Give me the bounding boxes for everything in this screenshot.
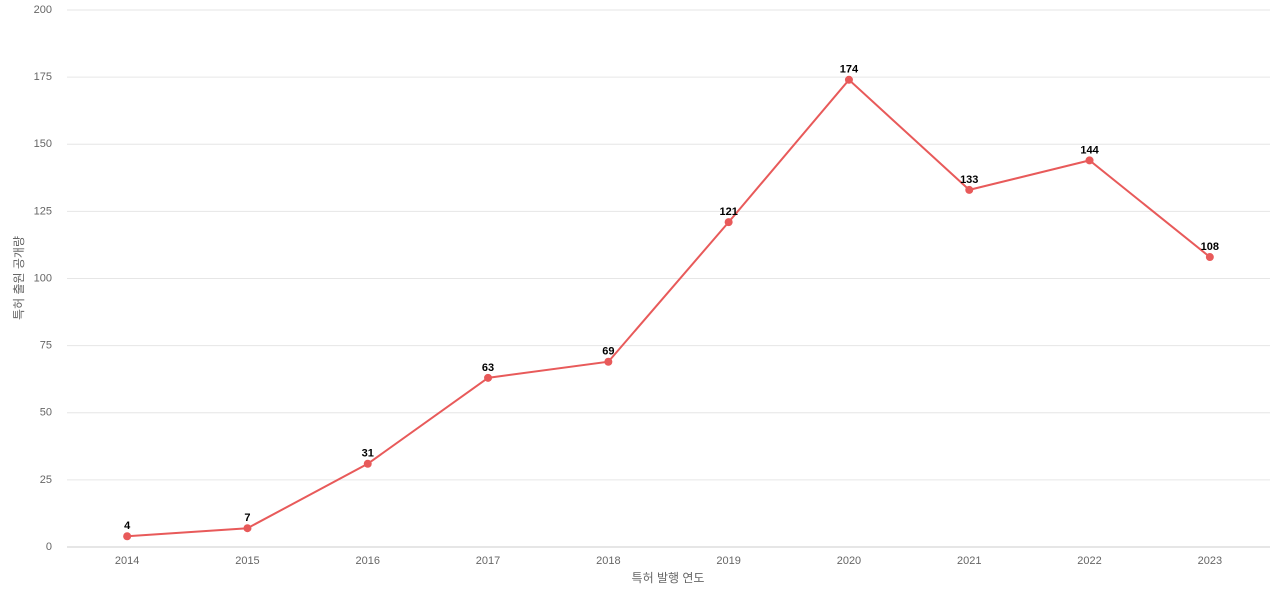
x-tick-label: 2018: [596, 555, 620, 567]
y-tick-label: 75: [40, 340, 52, 352]
point: [844, 75, 853, 84]
x-tick-label: 2016: [356, 555, 380, 567]
value-label: 174: [840, 64, 859, 76]
value-label: 133: [960, 174, 978, 186]
point: [363, 459, 372, 468]
x-tick-label: 2020: [837, 555, 861, 567]
x-tick-label: 2019: [716, 555, 740, 567]
y-tick-label: 50: [40, 407, 52, 419]
x-tick-label: 2015: [235, 555, 259, 567]
line: [127, 78, 1211, 538]
value-label: 69: [602, 346, 614, 358]
x-tick-label: 2023: [1198, 555, 1222, 567]
point: [724, 218, 733, 227]
point: [604, 357, 613, 366]
x-tick-label: 2014: [115, 555, 139, 567]
value-label: 108: [1201, 241, 1219, 253]
point: [123, 532, 132, 541]
value-label: 31: [362, 448, 374, 460]
y-tick-label: 125: [34, 205, 52, 217]
y-tick-label: 0: [46, 541, 52, 553]
x-axis-title: 특허 발행 연도: [632, 570, 705, 585]
point: [965, 185, 974, 194]
point: [484, 373, 493, 382]
point: [243, 524, 252, 533]
x-tick-label: 2022: [1077, 555, 1101, 567]
x-tick-label: 2021: [957, 555, 981, 567]
y-tick-label: 150: [34, 138, 52, 150]
point: [1085, 156, 1094, 165]
y-axis-title: 특허 출원 공개량: [12, 236, 26, 320]
value-label: 144: [1080, 144, 1099, 156]
value-label: 4: [124, 520, 131, 532]
point: [1205, 253, 1214, 262]
x-tick-label: 2017: [476, 555, 500, 567]
value-label: 121: [719, 206, 737, 218]
value-label: 7: [244, 512, 250, 524]
y-tick-label: 175: [34, 71, 52, 83]
y-tick-label: 200: [34, 4, 52, 16]
y-tick-label: 25: [40, 474, 52, 486]
value-label: 63: [482, 362, 494, 374]
y-tick-label: 100: [34, 272, 52, 284]
